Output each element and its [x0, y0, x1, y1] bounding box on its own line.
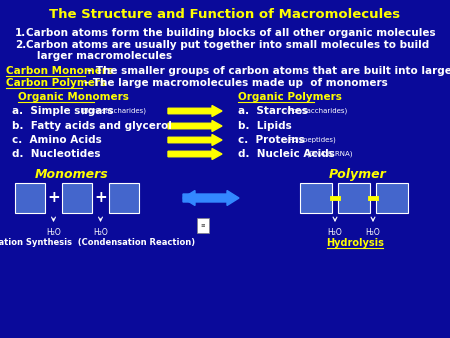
Bar	[197, 218, 209, 233]
Bar	[376, 183, 408, 213]
FancyArrow shape	[168, 148, 222, 160]
Bar	[109, 183, 139, 213]
Text: (Monosaccharides): (Monosaccharides)	[81, 107, 147, 114]
Text: Polymer: Polymer	[329, 168, 387, 181]
Bar	[62, 183, 92, 213]
Text: Dehydration Synthesis  (Condensation Reaction): Dehydration Synthesis (Condensation Reac…	[0, 238, 196, 247]
Text: Hydrolysis: Hydrolysis	[326, 238, 384, 248]
FancyArrow shape	[168, 135, 222, 145]
Text: Organic Polymers: Organic Polymers	[238, 92, 342, 102]
Text: H₂O: H₂O	[365, 228, 380, 237]
Text: Organic Monomers: Organic Monomers	[18, 92, 129, 102]
Text: a.  Starches: a. Starches	[238, 106, 308, 116]
Text: Carbon Polymers: Carbon Polymers	[6, 78, 106, 88]
FancyArrow shape	[183, 191, 239, 206]
Text: – The large macromolecules made up  of monomers: – The large macromolecules made up of mo…	[84, 78, 388, 88]
Text: b.  Lipids: b. Lipids	[238, 121, 292, 131]
Text: d.  Nucleic Acids: d. Nucleic Acids	[238, 149, 335, 159]
Text: H₂O: H₂O	[46, 228, 61, 237]
Text: ≡: ≡	[201, 222, 205, 227]
Text: (DNA & RNA): (DNA & RNA)	[307, 150, 352, 157]
FancyArrow shape	[168, 121, 222, 131]
Text: 1.: 1.	[15, 28, 26, 38]
Text: H₂O: H₂O	[328, 228, 342, 237]
Text: +: +	[94, 191, 107, 206]
Text: larger macromolecules: larger macromolecules	[26, 51, 172, 61]
Text: Monomers: Monomers	[35, 168, 109, 181]
Text: Carbon atoms are usually put together into small molecules to build: Carbon atoms are usually put together in…	[26, 40, 429, 50]
Bar	[338, 183, 370, 213]
Text: +: +	[47, 191, 60, 206]
Text: a.  Simple sugars: a. Simple sugars	[12, 106, 113, 116]
Text: c.  Amino Acids: c. Amino Acids	[12, 135, 102, 145]
Text: b.  Fatty acids and glycerol: b. Fatty acids and glycerol	[12, 121, 172, 131]
Text: (Polysaccharides): (Polysaccharides)	[287, 107, 348, 114]
Bar	[15, 183, 45, 213]
Text: c.  Proteins: c. Proteins	[238, 135, 305, 145]
FancyArrow shape	[183, 191, 195, 206]
Text: (Polypeptides): (Polypeptides)	[287, 137, 336, 143]
Text: 2.: 2.	[15, 40, 26, 50]
Text: Carbon atoms form the building blocks of all other organic molecules: Carbon atoms form the building blocks of…	[26, 28, 436, 38]
Text: The Structure and Function of Macromolecules: The Structure and Function of Macromolec…	[50, 8, 400, 21]
Text: – The smaller groups of carbon atoms that are built into larger units: – The smaller groups of carbon atoms tha…	[87, 66, 450, 76]
Text: Carbon Monomers: Carbon Monomers	[6, 66, 113, 76]
FancyArrow shape	[168, 105, 222, 117]
Bar	[300, 183, 332, 213]
Text: H₂O: H₂O	[93, 228, 108, 237]
Text: d.  Nucleotides: d. Nucleotides	[12, 149, 100, 159]
